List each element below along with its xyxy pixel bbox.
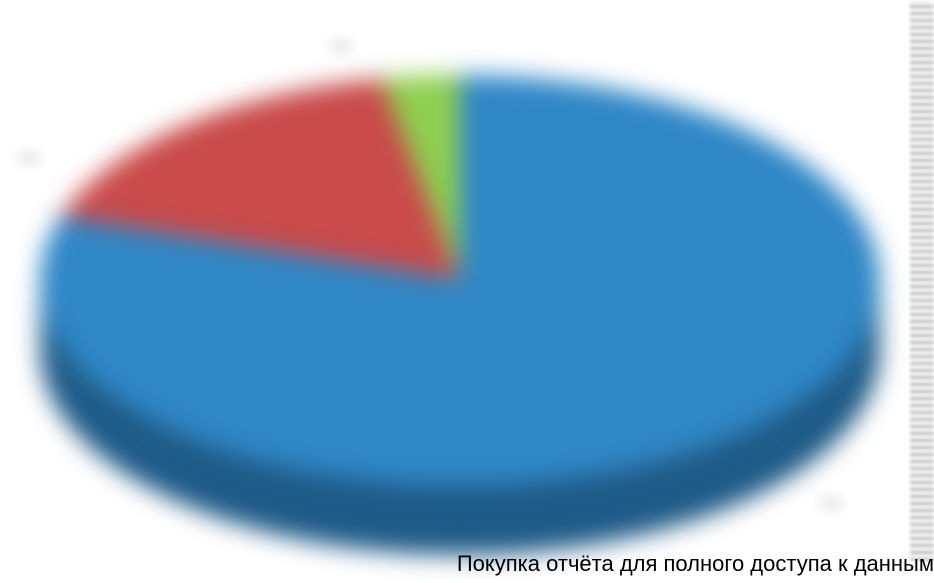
chart-stage: … … … Покупка отчёта для полного доступа…: [0, 0, 934, 583]
slice-label-green: …: [330, 28, 352, 54]
purchase-caption: Покупка отчёта для полного доступа к дан…: [457, 551, 934, 577]
right-hatch-strip: [910, 0, 934, 560]
slice-label-red: …: [18, 140, 40, 166]
pie-chart: [0, 0, 934, 583]
slice-label-blue: …: [820, 485, 842, 511]
